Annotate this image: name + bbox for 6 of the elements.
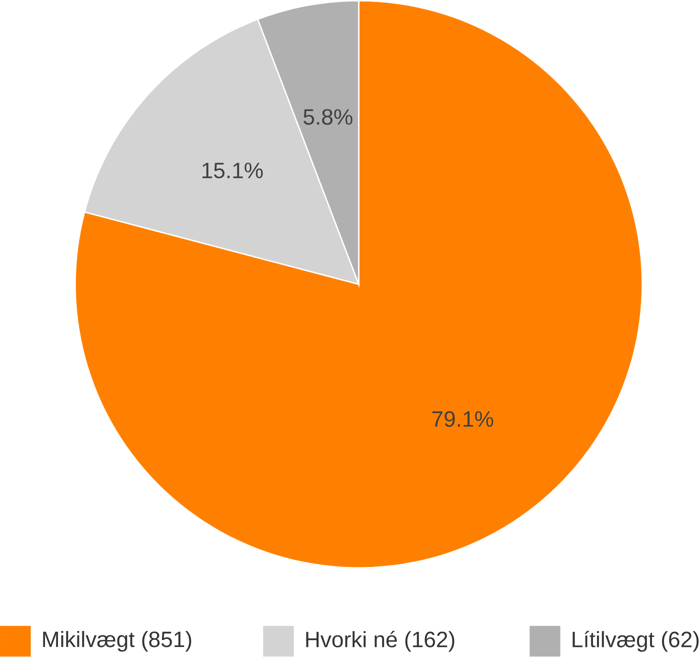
data-label: 5.8% [304, 109, 352, 125]
data-label: 15.1% [202, 162, 263, 178]
legend-label: Lítilvægt (62) [572, 631, 699, 652]
legend-label: Hvorki né (162) [306, 631, 454, 652]
legend-label: Mikilvægt (851) [43, 631, 192, 652]
data-label: 79.1% [432, 411, 494, 428]
